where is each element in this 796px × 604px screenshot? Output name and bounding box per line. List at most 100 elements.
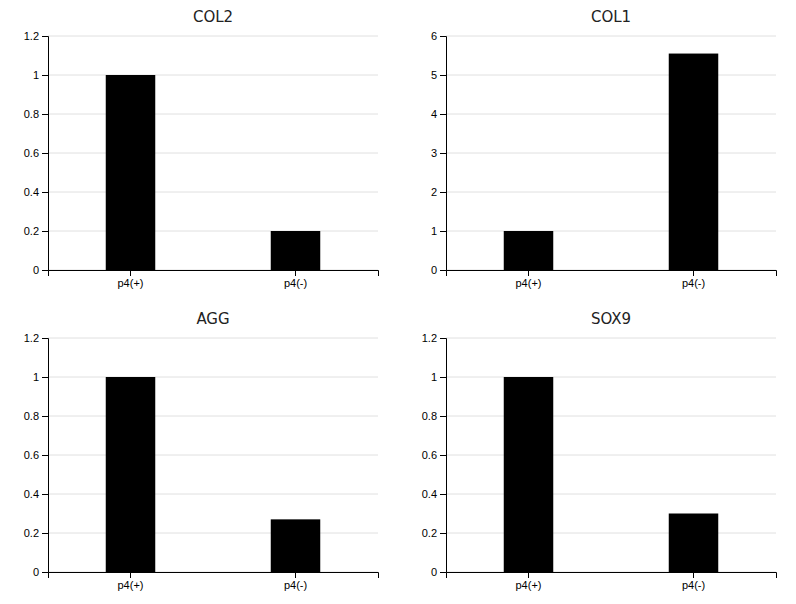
tick-mark	[42, 114, 48, 115]
tick-mark	[440, 270, 446, 271]
tick-mark	[440, 494, 446, 495]
tick-label: 4	[431, 108, 437, 120]
tick-label: 0.2	[24, 527, 39, 539]
bar	[504, 231, 554, 270]
tick: 0.2	[422, 527, 446, 539]
tick-label: p4(-)	[682, 277, 705, 289]
grid-line	[48, 192, 378, 193]
tick: 6	[431, 30, 446, 42]
tick: 0	[431, 566, 446, 578]
grid-line	[48, 36, 378, 37]
tick-mark	[42, 494, 48, 495]
tick: p4(+)	[516, 270, 542, 289]
tick: p4(-)	[682, 270, 705, 289]
tick-mark	[130, 572, 131, 578]
bars	[106, 75, 321, 270]
tick-mark	[693, 572, 694, 578]
tick-label: 0	[431, 264, 437, 276]
tick-label: 5	[431, 69, 437, 81]
tick-mark	[295, 270, 296, 276]
axis-line	[49, 573, 379, 579]
panel: 00.20.40.60.811.2p4(+)p4(-)COL2	[24, 8, 379, 289]
x-axis: p4(+) p4(-)	[447, 572, 777, 591]
tick-label: p4(+)	[118, 579, 144, 591]
tick: 0.6	[24, 449, 48, 461]
tick-mark	[42, 270, 48, 271]
tick-label: 0	[431, 566, 437, 578]
tick: 0.6	[422, 449, 446, 461]
tick: p4(-)	[284, 572, 307, 591]
grid-line	[48, 416, 378, 417]
tick-mark	[42, 75, 48, 76]
grid-line	[446, 231, 776, 232]
tick-label: 1	[33, 371, 39, 383]
tick: p4(+)	[516, 572, 542, 591]
tick-mark	[440, 572, 446, 573]
tick-mark	[440, 231, 446, 232]
grid-line	[446, 533, 776, 534]
tick: 1.2	[24, 332, 48, 344]
tick: 0.4	[422, 488, 446, 500]
x-axis: p4(+) p4(-)	[49, 572, 379, 591]
tick-label: p4(+)	[118, 277, 144, 289]
grid-line	[446, 338, 776, 339]
tick-label: 6	[431, 30, 437, 42]
axis-line	[49, 271, 379, 277]
grid-line	[446, 114, 776, 115]
axis-line	[440, 339, 447, 573]
tick-mark	[42, 36, 48, 37]
chart-title: AGG	[196, 310, 229, 328]
tick: 4	[431, 108, 446, 120]
tick-mark	[42, 192, 48, 193]
tick-mark	[42, 533, 48, 534]
chart-title: COL2	[193, 8, 233, 26]
tick-mark	[440, 377, 446, 378]
grid-line	[48, 114, 378, 115]
tick-mark	[440, 338, 446, 339]
tick-mark	[42, 153, 48, 154]
grid-line	[48, 75, 378, 76]
grid-line	[446, 36, 776, 37]
grid	[48, 338, 378, 572]
bars	[504, 377, 719, 572]
tick: 0.8	[24, 410, 48, 422]
tick-label: 0.4	[24, 186, 39, 198]
tick: 1.2	[24, 30, 48, 42]
grid-line	[446, 75, 776, 76]
grid-line	[48, 231, 378, 232]
bar	[271, 519, 321, 572]
tick-label: 1	[431, 225, 437, 237]
bar	[106, 75, 156, 270]
grid-line	[446, 377, 776, 378]
tick: 0.6	[24, 147, 48, 159]
x-axis: p4(+) p4(-)	[447, 270, 777, 289]
tick-label: 3	[431, 147, 437, 159]
tick-mark	[440, 192, 446, 193]
tick-label: 0.6	[422, 449, 437, 461]
bar	[271, 231, 321, 270]
tick-mark	[693, 270, 694, 276]
grid-line	[446, 455, 776, 456]
panel: 00.20.40.60.811.2p4(+)p4(-)AGG	[24, 310, 379, 591]
tick: 1	[431, 371, 446, 383]
grid-line	[48, 153, 378, 154]
tick-label: p4(+)	[516, 277, 542, 289]
tick-mark	[440, 533, 446, 534]
tick-label: 0	[33, 264, 39, 276]
tick: 0	[431, 264, 446, 276]
tick-label: 0.6	[24, 449, 39, 461]
grid-line	[48, 455, 378, 456]
axis-line	[447, 271, 777, 277]
tick-mark	[42, 338, 48, 339]
tick: 1	[431, 225, 446, 237]
grid-line	[48, 377, 378, 378]
grid-line	[446, 153, 776, 154]
panel: 00.20.40.60.811.2p4(+)p4(-)SOX9	[422, 310, 777, 591]
tick-label: 0.2	[422, 527, 437, 539]
tick-label: 0.8	[422, 410, 437, 422]
tick: p4(-)	[284, 270, 307, 289]
tick-mark	[440, 36, 446, 37]
tick: 5	[431, 69, 446, 81]
tick-label: 0.8	[24, 108, 39, 120]
tick-label: p4(-)	[682, 579, 705, 591]
